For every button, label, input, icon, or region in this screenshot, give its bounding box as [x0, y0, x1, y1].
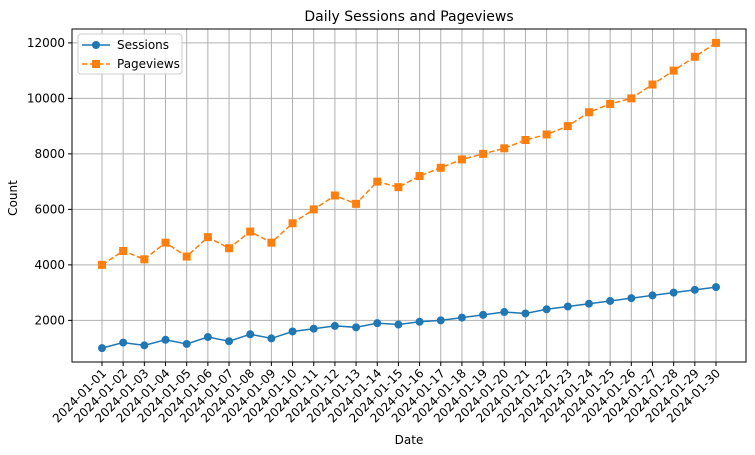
data-point — [352, 323, 361, 332]
data-point — [457, 155, 466, 164]
y-tick-label: 6000 — [34, 202, 65, 216]
data-point — [98, 344, 106, 353]
data-point — [373, 177, 382, 186]
data-point — [500, 144, 509, 153]
data-point — [500, 308, 509, 317]
data-point — [563, 122, 572, 131]
data-point — [140, 255, 149, 264]
data-point — [267, 238, 276, 247]
data-point — [648, 291, 657, 300]
data-point — [394, 320, 403, 329]
data-point — [521, 136, 530, 144]
data-point — [182, 339, 191, 348]
y-axis-ticks: 2000 4000 6000 8000 10000 12000 — [27, 36, 72, 327]
data-point — [436, 316, 445, 325]
data-point — [246, 330, 255, 339]
data-point — [98, 260, 106, 269]
legend: Sessions Pageviews — [77, 33, 183, 75]
data-point — [288, 219, 297, 228]
data-point — [542, 130, 551, 139]
x-axis-ticks: 2024-01-012024-01-022024-01-032024-01-04… — [50, 362, 723, 425]
data-point — [225, 244, 234, 253]
y-tick-label: 10000 — [27, 91, 65, 105]
plot-frame — [71, 28, 747, 363]
series-sessions — [98, 283, 720, 353]
legend-label: Sessions — [117, 38, 169, 52]
data-point — [479, 310, 488, 319]
data-point — [584, 108, 593, 117]
data-point — [394, 183, 403, 192]
data-point — [415, 172, 424, 181]
series-group — [98, 38, 720, 353]
data-point — [669, 66, 678, 75]
legend-swatch-marker — [92, 60, 100, 68]
data-point — [479, 149, 488, 158]
data-point — [246, 227, 255, 236]
data-point — [690, 52, 699, 61]
data-point — [309, 324, 318, 333]
data-point — [712, 38, 720, 47]
grid — [72, 29, 746, 362]
y-tick-label: 4000 — [34, 258, 65, 272]
data-point — [203, 333, 212, 342]
y-tick-label: 2000 — [34, 313, 65, 327]
x-axis-label: Date — [395, 433, 424, 447]
data-point — [415, 317, 424, 326]
y-tick-label: 12000 — [27, 36, 65, 50]
data-point — [712, 283, 720, 292]
data-point — [521, 309, 530, 318]
series-line — [101, 286, 717, 349]
data-point — [140, 341, 149, 350]
series-pageviews — [98, 38, 720, 269]
data-point — [330, 191, 339, 200]
legend-swatch-marker — [92, 41, 100, 49]
legend-label: Pageviews — [117, 57, 180, 71]
data-point — [161, 335, 170, 344]
data-point — [182, 252, 191, 261]
data-point — [563, 302, 572, 311]
data-point — [606, 296, 615, 305]
data-point — [584, 299, 593, 308]
data-point — [436, 163, 445, 172]
data-point — [119, 338, 128, 347]
data-point — [330, 321, 339, 330]
data-point — [352, 199, 361, 208]
data-point — [690, 285, 699, 294]
data-point — [627, 294, 636, 303]
data-point — [203, 233, 212, 242]
data-point — [309, 205, 318, 214]
y-tick-label: 8000 — [34, 147, 65, 161]
data-point — [627, 94, 636, 103]
data-point — [457, 313, 466, 322]
y-axis-label: Count — [6, 180, 20, 216]
data-point — [119, 247, 128, 255]
data-point — [161, 238, 170, 247]
data-point — [267, 334, 276, 343]
chart-title: Daily Sessions and Pageviews — [304, 9, 513, 25]
legend-box — [77, 33, 183, 75]
data-point — [542, 305, 551, 314]
data-point — [648, 80, 657, 89]
data-point — [669, 288, 678, 297]
data-point — [373, 319, 382, 328]
data-point — [288, 327, 297, 336]
data-point — [606, 99, 615, 108]
data-point — [225, 337, 234, 346]
